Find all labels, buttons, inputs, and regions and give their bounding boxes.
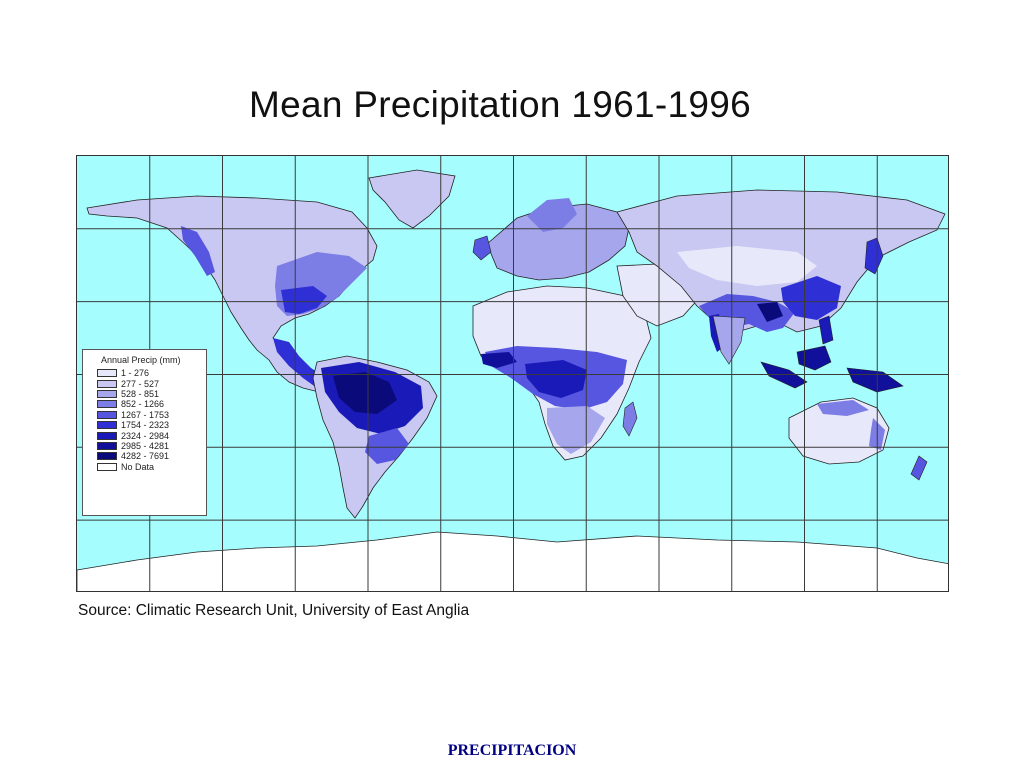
- north-america-northwest-coast: [181, 226, 215, 276]
- congo-basin: [525, 360, 587, 398]
- legend-swatch: [97, 431, 117, 440]
- world-map: [76, 155, 949, 592]
- india-peninsula: [712, 315, 746, 365]
- legend-item: 1267 - 1753: [97, 410, 206, 420]
- japan: [864, 237, 884, 275]
- legend-label: 852 - 1266: [121, 399, 165, 410]
- graticule: [77, 156, 948, 591]
- legend-label: 1 - 276: [121, 368, 150, 379]
- australia-north-coast: [817, 400, 869, 416]
- legend-item: No Data: [97, 462, 206, 472]
- legend-swatch: [97, 410, 117, 419]
- bangladesh-wet: [757, 302, 783, 322]
- legend-item: 852 - 1266: [97, 399, 206, 409]
- legend-item: 2985 - 4281: [97, 441, 206, 451]
- legend-swatch: [97, 452, 117, 461]
- legend-swatch: [97, 389, 117, 398]
- slide-footer-title: PRECIPITACION: [447, 742, 577, 759]
- legend-label: 2324 - 2984: [121, 430, 170, 441]
- philippines: [818, 315, 834, 345]
- southeast-china: [781, 276, 841, 320]
- greenland: [368, 169, 456, 229]
- legend-label: 528 - 851: [121, 388, 160, 399]
- new-zealand: [910, 455, 928, 481]
- legend-swatch: [97, 369, 117, 378]
- north-america-southeast: [281, 286, 327, 314]
- map-title: Mean Precipitation 1961-1996: [248, 84, 752, 125]
- legend-swatch: [97, 379, 117, 388]
- legend-item: 1 - 276: [97, 368, 206, 378]
- legend-item: 1754 - 2323: [97, 420, 206, 430]
- legend-item: 528 - 851: [97, 389, 206, 399]
- scandinavia: [527, 198, 577, 232]
- legend-label: 4282 - 7691: [121, 451, 170, 462]
- legend-swatch: [97, 421, 117, 430]
- legend-swatch: [97, 462, 117, 471]
- legend-label: 277 - 527: [121, 378, 160, 389]
- west-africa-coast: [481, 352, 517, 368]
- legend-title: Annual Precip (mm): [101, 355, 181, 365]
- legend-label: 2985 - 4281: [121, 440, 170, 451]
- central-asia-dry: [677, 246, 817, 286]
- southern-africa: [547, 406, 605, 454]
- indonesia-2: [796, 345, 832, 371]
- madagascar: [622, 401, 638, 437]
- legend-item: 277 - 527: [97, 378, 206, 389]
- amazon-core: [333, 372, 397, 414]
- legend-label: No Data: [121, 461, 155, 472]
- british-isles: [472, 235, 492, 261]
- legend-swatch: [97, 441, 117, 450]
- legend-swatch: [97, 400, 117, 409]
- legend-label: 1267 - 1753: [121, 409, 170, 420]
- map-legend: Annual Precip (mm) 1 - 276 277 - 527 528…: [82, 349, 207, 516]
- legend-label: 1754 - 2323: [121, 420, 170, 431]
- legend-item: 4282 - 7691: [97, 451, 206, 461]
- source-note: Source: Climatic Research Unit, Universi…: [78, 602, 470, 619]
- south-brazil: [365, 428, 409, 464]
- legend-item: 2324 - 2984: [97, 430, 206, 441]
